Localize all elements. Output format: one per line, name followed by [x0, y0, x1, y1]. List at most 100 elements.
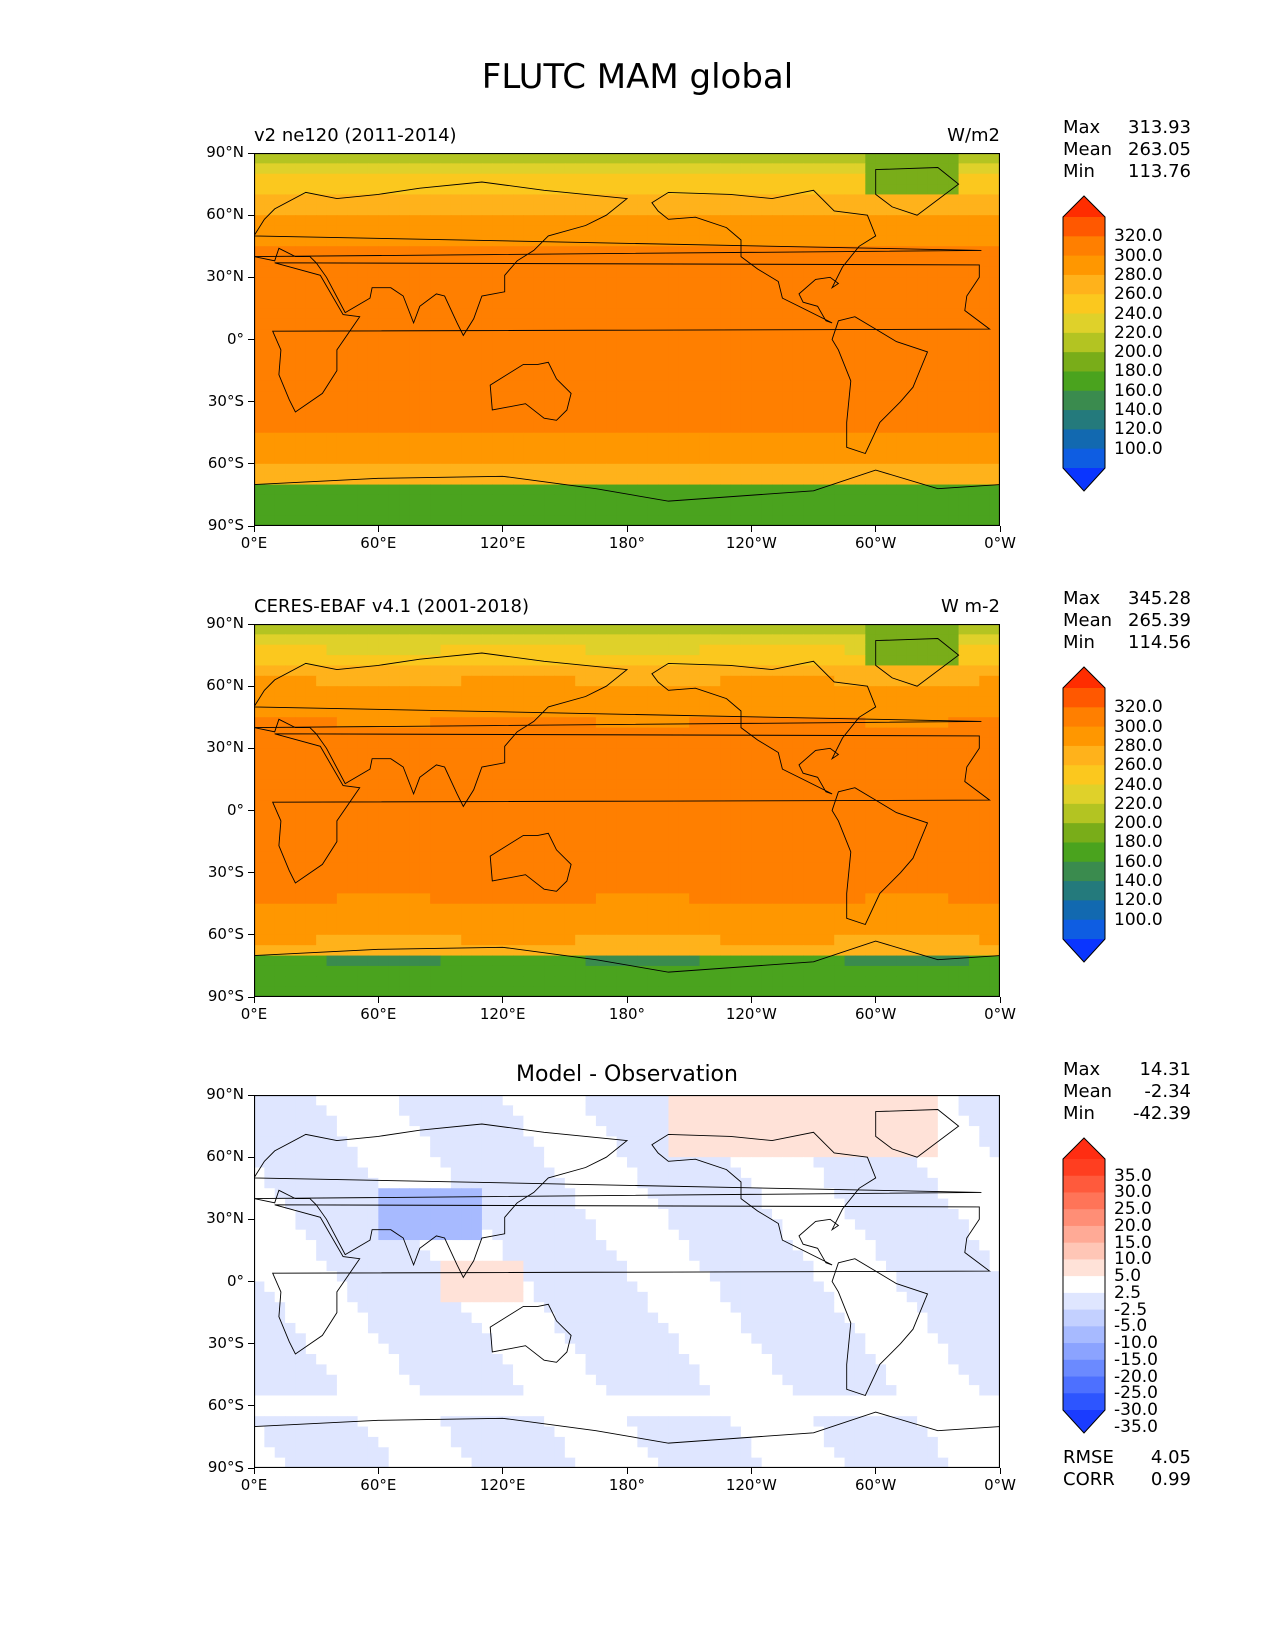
map-cell	[336, 215, 348, 227]
map-cell	[772, 800, 784, 812]
map-cell	[378, 215, 390, 227]
map-cell	[761, 308, 773, 320]
map-cell	[295, 277, 307, 289]
map-cell	[968, 872, 980, 884]
map-cell	[336, 675, 348, 687]
map-cell	[699, 235, 711, 247]
map-cell	[399, 758, 411, 770]
map-cell	[575, 893, 587, 905]
map-cell	[492, 401, 504, 413]
map-cell	[699, 370, 711, 382]
map-cell	[834, 800, 846, 812]
map-cell	[906, 758, 918, 770]
map-cell	[595, 769, 607, 781]
map-cell	[740, 945, 752, 957]
map-cell	[658, 401, 670, 413]
map-cell	[575, 686, 587, 698]
map-cell	[709, 914, 721, 926]
map-cell	[305, 727, 317, 739]
map-cell	[699, 266, 711, 278]
map-cell	[917, 831, 929, 843]
map-cell	[886, 173, 897, 185]
map-cell	[336, 484, 348, 496]
map-cell	[740, 370, 752, 382]
map-cell	[647, 266, 659, 278]
map-cell	[792, 831, 804, 843]
map-cell	[751, 644, 763, 656]
map-cell	[461, 748, 473, 760]
map-cell	[709, 246, 721, 258]
stat-row-max: Max 313.93	[1063, 119, 1191, 139]
map-cell	[740, 831, 752, 843]
map-cell	[927, 831, 939, 843]
map-cell	[854, 443, 866, 455]
colorbar-label: 220.0	[1114, 322, 1163, 343]
map-cell	[668, 391, 680, 403]
map-cell	[844, 463, 856, 475]
map-cell	[274, 298, 286, 310]
map-cell	[865, 494, 877, 506]
map-cell	[378, 644, 390, 656]
map-cell	[274, 380, 286, 392]
map-cell	[450, 339, 462, 351]
map-cell	[689, 173, 701, 185]
map-cell	[409, 903, 421, 915]
map-cell	[968, 810, 980, 822]
map-cell	[658, 748, 670, 760]
map-cell	[699, 779, 711, 791]
map-cell	[595, 225, 607, 237]
map-cell	[481, 380, 493, 392]
map-cell	[399, 779, 411, 791]
map-cell	[450, 644, 462, 656]
map-cell	[409, 225, 421, 237]
map-cell	[461, 194, 473, 206]
map-cell	[367, 443, 379, 455]
map-cell	[564, 215, 576, 227]
map-cell	[554, 505, 566, 517]
map-cell	[419, 153, 431, 164]
map-cell	[399, 737, 411, 749]
map-cell	[751, 769, 763, 781]
map-cell	[461, 779, 473, 791]
map-cell	[481, 287, 493, 299]
map-cell	[989, 391, 1000, 403]
map-cell	[595, 515, 607, 526]
map-cell	[689, 934, 701, 946]
map-cell	[637, 634, 649, 646]
map-cell	[937, 505, 949, 517]
map-cell	[378, 463, 390, 475]
map-cell	[378, 349, 390, 361]
map-cell	[958, 655, 970, 667]
map-cell	[658, 810, 670, 822]
map-cell	[367, 412, 379, 423]
map-cell	[658, 655, 670, 667]
map-cell	[989, 484, 1000, 496]
map-cell	[492, 883, 504, 894]
map-cell	[606, 298, 618, 310]
map-cell	[316, 287, 328, 299]
map-cell	[481, 401, 493, 413]
map-cell	[285, 463, 297, 475]
map-cell	[564, 706, 576, 718]
map-cell	[637, 851, 649, 863]
map-cell	[533, 841, 545, 853]
map-cell	[823, 360, 835, 372]
map-cell	[326, 474, 338, 486]
map-cell	[917, 163, 929, 175]
map-cell	[948, 298, 960, 310]
map-cell	[865, 883, 877, 894]
map-cell	[513, 748, 524, 760]
map-cell	[316, 349, 328, 361]
map-cell	[627, 308, 638, 320]
map-cell	[305, 883, 317, 894]
map-cell	[326, 644, 338, 656]
map-cell	[606, 758, 618, 770]
map-cell	[544, 484, 556, 496]
map-cell	[575, 204, 587, 216]
map-cell	[865, 266, 877, 278]
map-cell	[357, 955, 369, 967]
map-cell	[917, 717, 929, 729]
map-cell	[689, 515, 701, 526]
map-cell	[274, 872, 286, 884]
map-cell	[285, 841, 297, 853]
